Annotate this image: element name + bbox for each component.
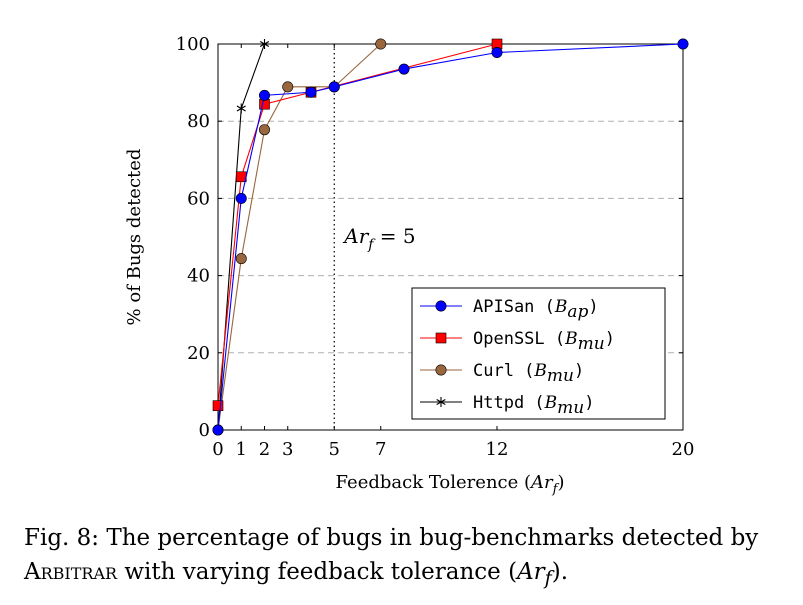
data-point — [435, 300, 447, 312]
data-point — [259, 39, 270, 49]
x-tick-label: 2 — [259, 439, 270, 460]
y-tick-label: 100 — [176, 34, 210, 55]
series-line — [217, 43, 382, 431]
x-tick-label: 7 — [375, 439, 386, 460]
series-line — [217, 43, 684, 431]
legend-label: Curl (Bmu) — [473, 361, 584, 386]
data-point — [328, 81, 340, 93]
figure-caption: Fig. 8: The percentage of bugs in bug-be… — [24, 525, 759, 590]
legend-label: Httpd (Bmu) — [473, 393, 594, 418]
x-tick-label: 0 — [212, 439, 223, 460]
series-line — [217, 43, 266, 431]
x-axis-title: Feedback Tolerence (Arf) — [336, 472, 565, 497]
data-point — [258, 124, 270, 136]
data-point — [305, 86, 317, 98]
data-point — [235, 192, 247, 204]
data-point — [398, 63, 410, 75]
data-point — [436, 397, 446, 407]
legend-entry: Curl (Bmu) — [420, 361, 584, 386]
threshold-annotation: Arf = 5 — [342, 224, 415, 253]
legend-entry: APISan (Bap) — [420, 297, 599, 322]
legend-box — [411, 287, 666, 420]
data-point — [435, 364, 447, 376]
data-point — [236, 103, 246, 114]
y-tick-label: 20 — [187, 343, 210, 364]
legend-entry: Httpd (Bmu) — [420, 393, 594, 418]
data-point — [235, 253, 247, 265]
data-point — [282, 81, 294, 93]
legend-label: OpenSSL (Bmu) — [473, 329, 615, 354]
series-group — [212, 38, 689, 436]
x-tick-label: 12 — [486, 439, 509, 460]
y-tick-label: 80 — [187, 111, 210, 132]
legend-entry: OpenSSL (Bmu) — [420, 329, 615, 354]
y-tick-label: 0 — [199, 420, 210, 441]
y-tick-label: 60 — [187, 188, 210, 209]
data-point — [491, 46, 503, 58]
y-axis-title: % of Bugs detected — [124, 149, 145, 326]
data-point — [212, 424, 224, 436]
series-apisan — [212, 38, 689, 436]
plot-frame — [217, 43, 684, 431]
x-tick-label: 20 — [672, 439, 695, 460]
legend-label: APISan (Bap) — [473, 297, 599, 322]
x-tick-label: 5 — [329, 439, 340, 460]
data-point — [235, 171, 247, 183]
data-point — [375, 38, 387, 50]
data-point — [258, 89, 270, 101]
data-point — [677, 38, 689, 50]
y-tick-label: 40 — [187, 266, 210, 287]
data-point — [435, 332, 447, 344]
legend: APISan (Bap) OpenSSL (Bmu) Curl (Bmu) Httpd… — [411, 287, 666, 420]
tool-name: Arbitrar — [24, 559, 118, 585]
data-point — [212, 400, 224, 411]
x-tick-label: 1 — [236, 439, 247, 460]
x-tick-label: 3 — [282, 439, 293, 460]
